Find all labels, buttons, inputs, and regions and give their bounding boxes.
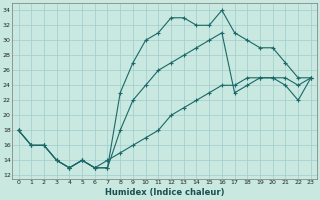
X-axis label: Humidex (Indice chaleur): Humidex (Indice chaleur) bbox=[105, 188, 224, 197]
